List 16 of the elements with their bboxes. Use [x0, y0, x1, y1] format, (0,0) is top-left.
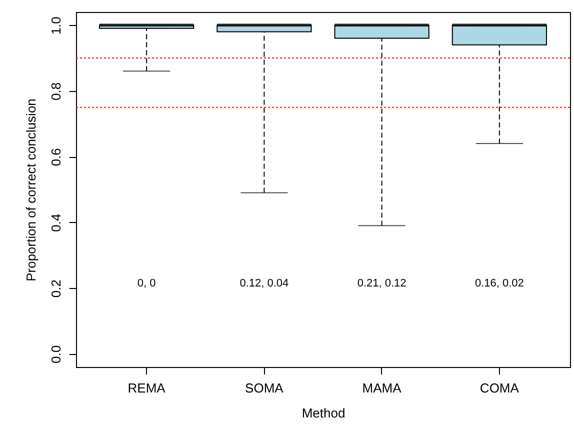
y-tick-label: 0.0 [48, 345, 64, 364]
y-tick-label: 0.6 [48, 148, 64, 166]
annotation: 0.12, 0.04 [240, 278, 289, 290]
y-tick-label: 0.2 [48, 280, 64, 298]
annotation: 0.21, 0.12 [357, 278, 406, 290]
y-tick-label: 1.0 [48, 16, 64, 35]
x-tick-label: MAMA [362, 380, 402, 396]
x-axis-title: Method [302, 406, 346, 420]
x-tick-label: SOMA [245, 380, 284, 396]
y-tick-label: 0.4 [48, 214, 64, 232]
annotation: 0, 0 [137, 278, 156, 290]
annotation: 0.16, 0.02 [474, 278, 524, 290]
x-tick-label: REMA [128, 380, 166, 396]
x-tick-label: COMA [480, 380, 520, 396]
y-axis-title: Proportion of correct conclusion [24, 98, 38, 282]
y-tick-label: 0.8 [48, 82, 64, 100]
